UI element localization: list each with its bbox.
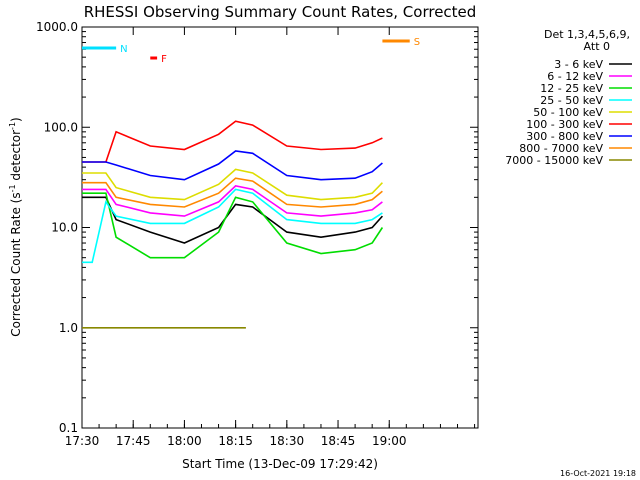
y-tick-label: 10.0	[51, 221, 78, 235]
legend-header-line-2: Att 0	[584, 40, 610, 53]
x-tick-label: 18:45	[321, 434, 356, 448]
legend-label-7: 800 - 7000 keV	[519, 142, 603, 155]
series-line-1	[82, 185, 383, 217]
x-tick-label: 19:00	[372, 434, 407, 448]
flag-label-s: S	[414, 37, 420, 48]
series-line-2	[82, 192, 384, 259]
y-axis-label-sup2: -1	[8, 122, 17, 130]
series-line-0	[82, 196, 383, 244]
series-line-4	[82, 168, 383, 201]
series-line-3	[82, 188, 383, 264]
series-line-7	[82, 177, 383, 208]
plot-area: 1000.0 100.0 10.0 1.0 0.117:30 17:45 18:00 18:1…	[36, 20, 479, 448]
y-axis-label-sup1: -1	[8, 184, 17, 192]
legend-label-1: 6 - 12 keV	[547, 70, 603, 83]
legend-header-line-1: Det 1,3,4,5,6,9,	[544, 28, 630, 41]
flag-label-f: F	[161, 54, 167, 65]
timestamp: 16-Oct-2021 19:18	[560, 469, 636, 478]
series-line-5	[82, 120, 383, 163]
y-axis-label: Corrected Count Rate (s-1 detector-1)	[8, 117, 23, 336]
x-tick-label: 17:45	[116, 434, 151, 448]
y-tick-label: 100.0	[44, 120, 78, 134]
legend-label-4: 50 - 100 keV	[533, 106, 603, 119]
legend-label-3: 25 - 50 keV	[540, 94, 603, 107]
y-tick-label: 1.0	[59, 321, 78, 335]
series-line-6	[82, 150, 383, 181]
x-tick-label: 18:00	[167, 434, 202, 448]
y-tick-label: 1000.0	[36, 20, 78, 34]
legend-label-0: 3 - 6 keV	[554, 58, 603, 71]
flag-label-n: N	[120, 44, 127, 55]
y-axis-label-part2: detector	[9, 130, 23, 185]
y-axis-label-part3: )	[9, 117, 23, 122]
chart-title: RHESSI Observing Summary Count Rates, Co…	[84, 3, 477, 21]
legend-label-8: 7000 - 15000 keV	[505, 154, 603, 167]
x-axis-label: Start Time (13-Dec-09 17:29:42)	[182, 457, 378, 471]
y-axis-label-part1: Corrected Count Rate (s	[9, 192, 23, 336]
y-tick-label: 0.1	[59, 421, 78, 435]
x-tick-label: 18:15	[218, 434, 253, 448]
legend-label-6: 300 - 800 keV	[526, 130, 603, 143]
legend-label-5: 100 - 300 keV	[526, 118, 603, 131]
legend-label-2: 12 - 25 keV	[540, 82, 603, 95]
x-tick-label: 17:30	[65, 434, 100, 448]
x-tick-label: 18:30	[270, 434, 305, 448]
